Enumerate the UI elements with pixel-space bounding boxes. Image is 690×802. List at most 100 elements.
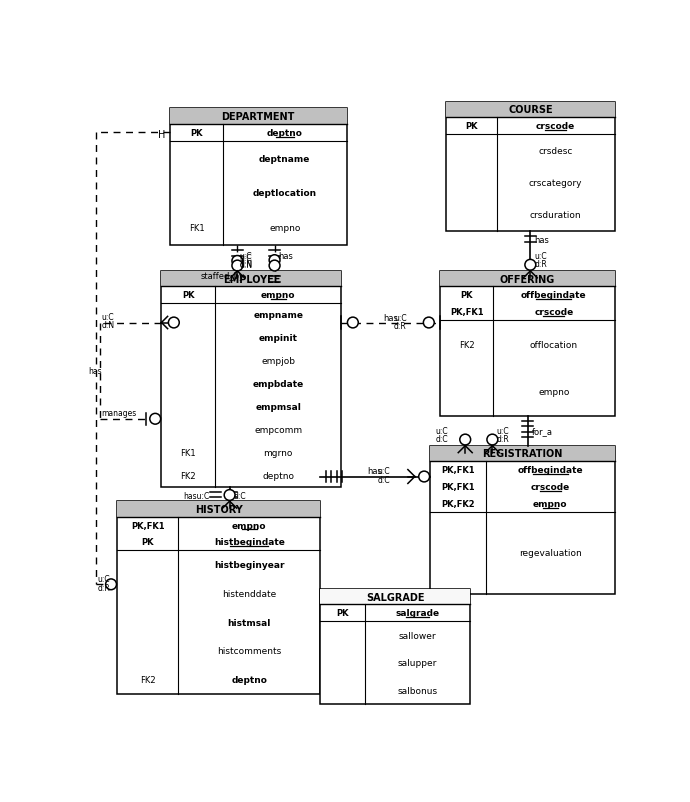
Text: HISTORY: HISTORY [195,504,243,514]
Text: FK2: FK2 [459,340,475,349]
Text: has: has [279,252,293,261]
Text: histbegindate: histbegindate [214,538,285,547]
Text: u:C: u:C [436,427,448,435]
Text: deptlocation: deptlocation [253,189,317,198]
Text: H: H [157,130,165,140]
Bar [320,589,470,605]
Text: empcomm: empcomm [254,425,302,434]
Text: d:R: d:R [496,435,509,444]
Bar [431,446,615,593]
Text: crscode: crscode [536,122,575,131]
Text: salgrade: salgrade [395,609,440,618]
Text: PK: PK [141,538,154,547]
Circle shape [525,260,535,271]
Circle shape [232,256,243,267]
Text: deptname: deptname [259,155,310,164]
Text: d:C: d:C [377,476,391,484]
Circle shape [150,414,161,424]
Text: PK,FK1: PK,FK1 [131,520,164,530]
Text: d:R: d:R [394,322,406,330]
Text: OFFERING: OFFERING [500,274,555,284]
Text: empno: empno [269,224,300,233]
Bar [431,446,615,461]
Text: u:C: u:C [239,253,253,262]
Circle shape [424,318,434,329]
Text: d:C: d:C [233,492,246,500]
Text: sallower: sallower [399,631,436,640]
Text: regevaluation: regevaluation [519,549,582,557]
Text: crscategory: crscategory [529,179,582,188]
Bar [440,272,615,287]
Text: empname: empname [253,311,304,320]
Text: d:N: d:N [239,261,253,270]
Text: has: has [88,367,101,375]
Circle shape [269,255,280,266]
Text: has: has [368,466,382,476]
Bar [161,272,342,487]
Text: FK1: FK1 [188,224,204,233]
Text: u:C: u:C [101,313,115,322]
Text: deptno: deptno [262,471,295,480]
Text: u:C: u:C [394,314,406,322]
Text: deptno: deptno [231,675,267,684]
Text: d:R: d:R [534,260,547,269]
Text: deptno: deptno [267,128,303,138]
Bar [440,272,615,416]
Text: for_a: for_a [531,427,553,435]
Text: PK,FK1: PK,FK1 [450,308,484,317]
Text: FK1: FK1 [181,448,196,457]
Text: u:C: u:C [534,252,547,261]
Text: offbegindate: offbegindate [521,291,586,300]
Text: hasu:C: hasu:C [183,492,209,500]
Text: PK: PK [182,291,195,300]
Text: COURSE: COURSE [508,105,553,115]
Text: d:N: d:N [239,259,253,269]
Circle shape [460,435,471,445]
Text: histcomments: histcomments [217,646,282,655]
Text: empjob: empjob [262,357,295,366]
Text: DEPARTMENT: DEPARTMENT [221,112,295,122]
Text: has: has [383,314,398,323]
Text: mgrno: mgrno [264,448,293,457]
Text: salbonus: salbonus [397,687,437,695]
Bar [446,103,615,232]
Text: empbdate: empbdate [253,379,304,388]
Circle shape [224,490,235,500]
Text: empinit: empinit [259,334,298,342]
Circle shape [348,318,358,329]
Text: PK: PK [337,609,349,618]
Text: offbegindate: offbegindate [518,465,583,475]
Text: d:N: d:N [101,321,115,330]
Text: FK2: FK2 [140,675,155,684]
Circle shape [232,261,243,272]
Text: PK,FK2: PK,FK2 [441,500,475,508]
Text: empno: empno [232,520,266,530]
Text: staffed_by: staffed_by [200,272,244,281]
Circle shape [487,435,497,445]
Text: crsdesc: crsdesc [538,146,573,156]
Text: u:C: u:C [496,427,509,435]
Bar [170,109,346,124]
Text: crsduration: crsduration [530,211,582,220]
Bar [170,109,346,245]
Text: REGISTRATION: REGISTRATION [482,449,563,459]
Text: histenddate: histenddate [222,589,277,598]
Text: FK2: FK2 [181,471,196,480]
Bar [161,272,342,287]
Text: offlocation: offlocation [530,340,578,349]
Text: u:C: u:C [377,466,391,476]
Circle shape [168,318,179,329]
Text: empno: empno [261,291,295,300]
Bar [117,501,320,517]
Circle shape [419,472,430,482]
Text: manages: manages [101,408,137,418]
Text: SALGRADE: SALGRADE [366,592,424,602]
Text: PK: PK [190,128,203,138]
Text: PK,FK1: PK,FK1 [441,483,475,492]
Text: empno: empno [533,500,567,508]
Text: PK: PK [465,122,477,131]
Text: salupper: salupper [398,658,437,667]
Text: u:C: u:C [98,574,110,583]
Text: crscode: crscode [531,483,570,492]
Text: empno: empno [538,388,569,397]
